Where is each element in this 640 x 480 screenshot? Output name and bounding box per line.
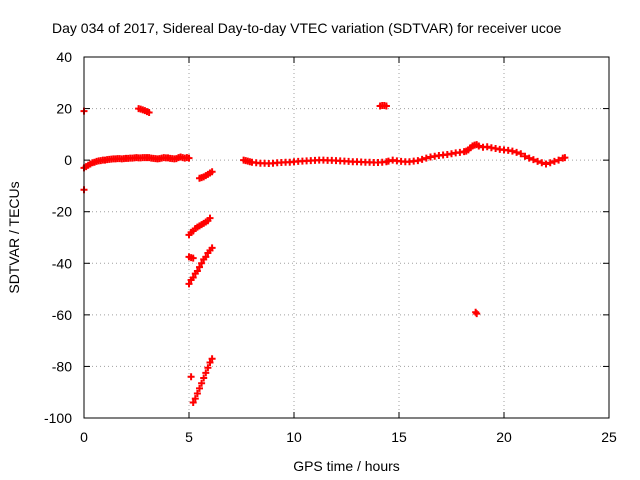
y-tick-label: -80 bbox=[52, 358, 72, 374]
data-point bbox=[385, 157, 392, 165]
data-point bbox=[193, 267, 201, 275]
data-point bbox=[206, 359, 214, 367]
data-point bbox=[208, 168, 216, 176]
data-point bbox=[550, 157, 558, 165]
data-point bbox=[542, 160, 550, 168]
data-point bbox=[529, 156, 537, 164]
data-point bbox=[196, 384, 203, 392]
y-tick-label: 0 bbox=[64, 152, 72, 168]
data-point bbox=[414, 157, 422, 165]
data-point bbox=[521, 152, 529, 160]
data-point bbox=[145, 108, 153, 116]
data-point bbox=[191, 395, 199, 403]
tick-layer: 0 5 10 15 20 25 -100 -80 -60 -40 -20 0 20 40 bbox=[44, 49, 617, 445]
data-point bbox=[206, 214, 214, 222]
y-tick-label: -40 bbox=[52, 255, 72, 271]
data-point bbox=[204, 364, 212, 372]
grid-layer bbox=[84, 57, 609, 418]
x-axis-label: GPS time / hours bbox=[293, 458, 400, 474]
data-point bbox=[418, 155, 426, 163]
data-point bbox=[555, 156, 563, 164]
data-point bbox=[422, 154, 430, 162]
data-point bbox=[189, 273, 197, 281]
y-tick-label: -100 bbox=[44, 410, 72, 426]
x-tick-label: 10 bbox=[286, 429, 302, 445]
data-point bbox=[193, 390, 201, 398]
data-point bbox=[185, 154, 193, 162]
x-tick-label: 0 bbox=[80, 429, 88, 445]
data-point bbox=[517, 150, 525, 158]
data-point bbox=[198, 379, 206, 387]
data-point bbox=[208, 355, 216, 363]
data-point bbox=[472, 308, 480, 316]
data-point bbox=[200, 374, 208, 382]
x-tick-label: 25 bbox=[601, 429, 617, 445]
y-axis-label: SDTVAR / TECUs bbox=[6, 181, 22, 293]
x-tick-label: 5 bbox=[185, 429, 193, 445]
data-point bbox=[473, 310, 481, 318]
chart-title: Day 034 of 2017, Sidereal Day-to-day VTE… bbox=[52, 20, 562, 36]
data-point bbox=[185, 280, 193, 288]
data-point bbox=[189, 399, 197, 407]
data-point bbox=[546, 159, 554, 167]
data-point bbox=[202, 253, 210, 261]
data-point bbox=[513, 148, 521, 156]
data-point bbox=[198, 259, 206, 267]
data-point bbox=[208, 244, 216, 252]
data-point bbox=[561, 154, 569, 162]
data-point bbox=[538, 159, 546, 167]
y-tick-label: -20 bbox=[52, 204, 72, 220]
data-point bbox=[525, 154, 533, 162]
data-point bbox=[202, 369, 210, 377]
data-point bbox=[189, 254, 197, 262]
data-point bbox=[483, 143, 491, 151]
y-tick-label: 40 bbox=[56, 49, 72, 65]
x-tick-label: 15 bbox=[391, 429, 407, 445]
data-point bbox=[187, 373, 195, 381]
data-point bbox=[196, 263, 203, 271]
data-points-layer bbox=[80, 101, 569, 407]
data-point bbox=[475, 142, 483, 150]
data-point bbox=[534, 157, 542, 165]
plot-frame bbox=[83, 56, 610, 419]
data-point bbox=[508, 147, 516, 155]
y-tick-label: 20 bbox=[56, 101, 72, 117]
data-point bbox=[382, 102, 390, 110]
x-tick-label: 20 bbox=[496, 429, 512, 445]
y-tick-label: -60 bbox=[52, 307, 72, 323]
